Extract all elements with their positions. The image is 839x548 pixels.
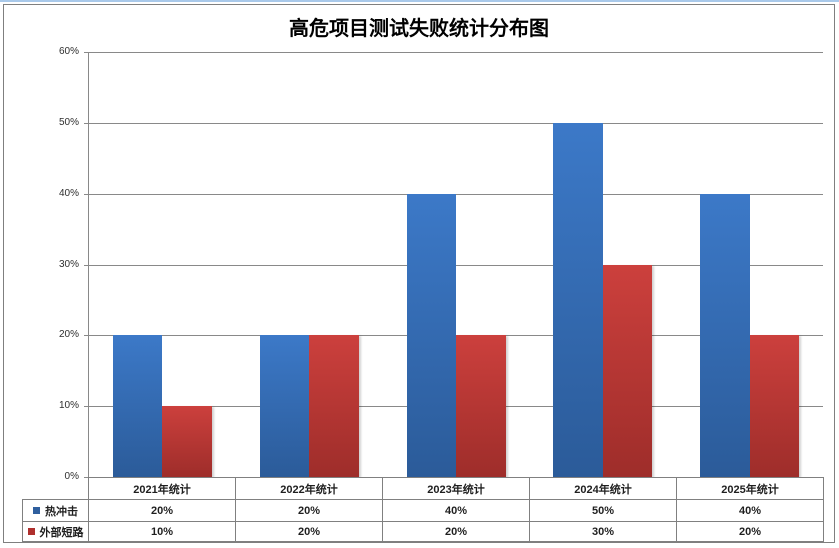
table-value-cell: 20% bbox=[235, 521, 383, 542]
y-axis-tick bbox=[84, 406, 88, 408]
category-header-cell: 2025年统计 bbox=[676, 477, 824, 500]
y-axis-tick-label: 50% bbox=[58, 116, 79, 128]
table-value-cell: 50% bbox=[529, 499, 677, 522]
y-axis-tick bbox=[84, 122, 88, 124]
y-axis-tick bbox=[84, 477, 88, 478]
y-axis-tick-label: 0% bbox=[64, 471, 79, 482]
table-value-cell: 10% bbox=[88, 521, 236, 542]
table-corner-cell bbox=[23, 478, 89, 500]
worksheet-gridline-top bbox=[0, 0, 839, 2]
y-axis-tick bbox=[84, 335, 88, 337]
chart-title: 高危项目测试失败统计分布图 bbox=[289, 16, 549, 40]
table-value-cell: 30% bbox=[529, 521, 677, 542]
bar-series1-2021年统计 bbox=[112, 335, 163, 477]
legend-color-swatch bbox=[27, 528, 35, 536]
bar-series2-2024年统计 bbox=[602, 264, 653, 477]
table-value-cell: 20% bbox=[382, 521, 530, 542]
gridline-60 bbox=[89, 52, 823, 53]
bar-series2-2025年统计 bbox=[749, 335, 800, 477]
table-value-cell: 20% bbox=[235, 499, 383, 522]
category-header-cell: 2023年统计 bbox=[382, 477, 530, 500]
legend-color-swatch bbox=[33, 507, 40, 515]
y-axis-tick-label: 60% bbox=[58, 46, 79, 57]
gridline-30 bbox=[89, 264, 823, 266]
chart-data-table: 2021年统计 2022年统计 2023年统计 2024年统计 2025年统计 热冲击 20… bbox=[22, 477, 824, 542]
plot-area bbox=[88, 52, 823, 477]
chart-object[interactable]: 高危项目测试失败统计分布图 0% 10% 20% 30% 40% 50% 60% 2021年… bbox=[3, 4, 835, 543]
category-header-cell: 2021年统计 bbox=[88, 477, 236, 500]
y-axis-tick-label: 30% bbox=[58, 258, 79, 270]
y-axis-tick-label: 10% bbox=[58, 400, 79, 412]
y-axis-tick-label: 40% bbox=[58, 187, 79, 199]
bar-series1-2022年统计 bbox=[259, 335, 310, 477]
category-header-cell: 2024年统计 bbox=[529, 477, 677, 500]
category-header-cell: 2022年统计 bbox=[235, 477, 383, 500]
bar-series1-2025年统计 bbox=[700, 193, 750, 477]
bar-series2-2023年统计 bbox=[456, 335, 506, 477]
y-axis-tick bbox=[84, 52, 88, 53]
table-value-cell: 20% bbox=[676, 521, 824, 542]
y-axis-tick-label: 20% bbox=[58, 329, 79, 341]
gridline-40 bbox=[89, 193, 823, 195]
table-value-cell: 20% bbox=[88, 499, 236, 522]
table-value-cell: 40% bbox=[382, 499, 530, 522]
bar-series1-2024年统计 bbox=[553, 122, 603, 477]
gridline-50 bbox=[89, 122, 823, 124]
bar-series2-2022年统计 bbox=[309, 335, 359, 477]
bar-series1-2023年统计 bbox=[406, 193, 456, 477]
y-axis: 0% 10% 20% 30% 40% 50% 60% bbox=[4, 46, 88, 482]
y-axis-tick bbox=[84, 193, 88, 195]
legend-item: 外部短路 bbox=[22, 521, 89, 542]
table-value-cell: 40% bbox=[676, 499, 824, 522]
y-axis-tick bbox=[84, 264, 88, 266]
bar-series2-2021年统计 bbox=[162, 406, 212, 477]
legend-item: 热冲击 bbox=[22, 499, 89, 522]
